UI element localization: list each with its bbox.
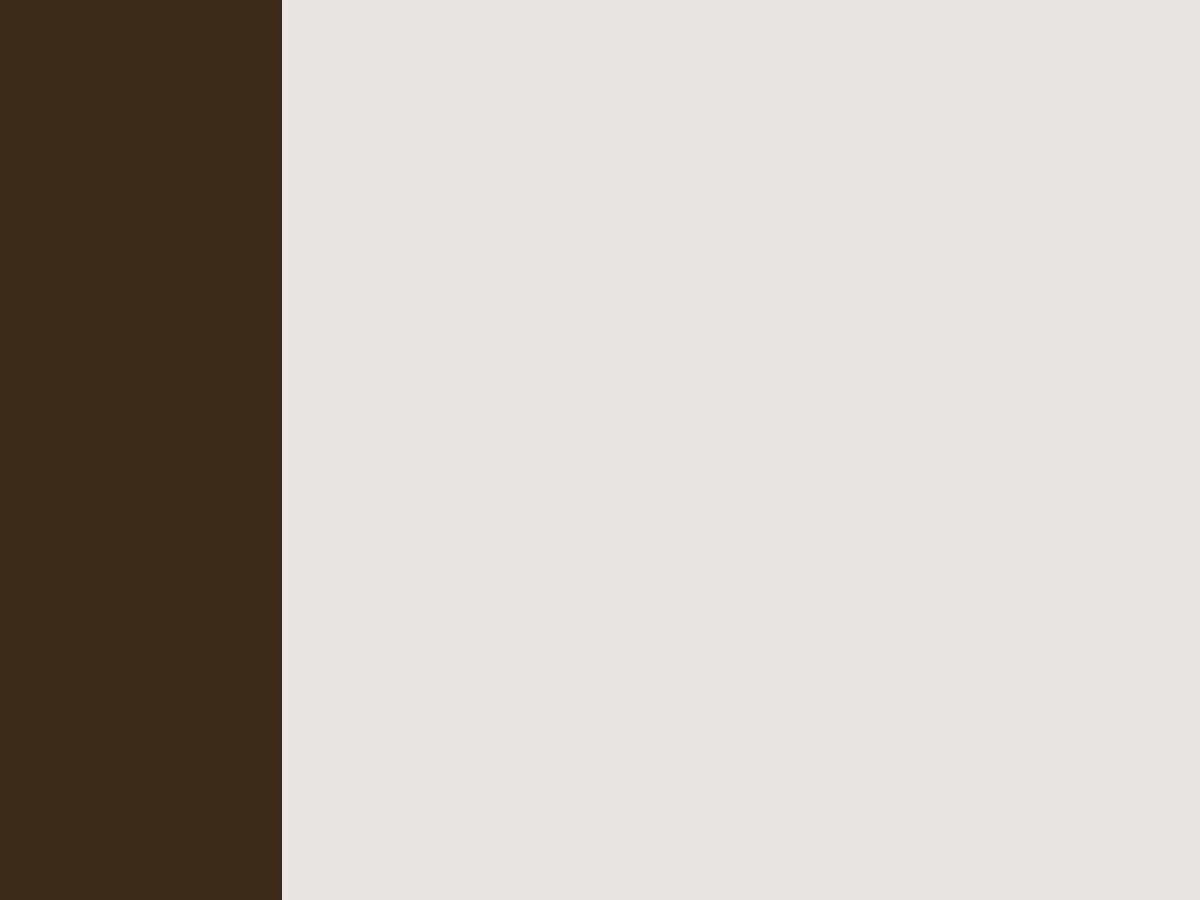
Text: ether: ether [588, 426, 632, 444]
Text: Select to Draw: Select to Draw [502, 762, 614, 777]
Polygon shape [548, 711, 556, 733]
Bar [324, 644, 1008, 850]
Text: Draw the major product from this reaction. Use wedge and dash bonds to
indicate : Draw the major product from this reactio… [373, 52, 1016, 117]
Text: CH₂I₂, Zn/Cu: CH₂I₂, Zn/Cu [588, 398, 690, 416]
